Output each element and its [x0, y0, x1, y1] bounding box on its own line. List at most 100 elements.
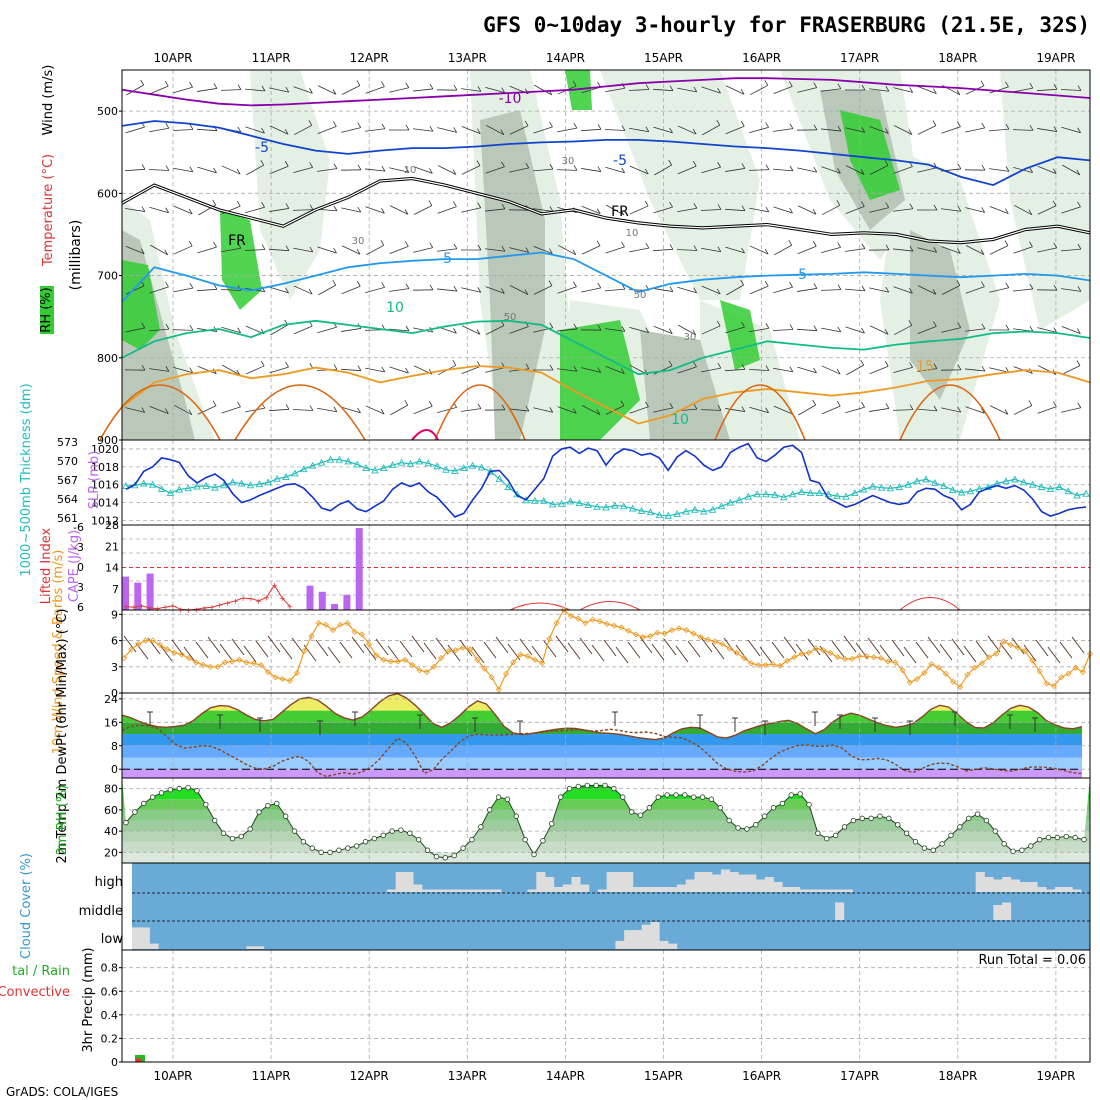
cloud-cell-middle — [1002, 902, 1012, 920]
wind-speed-point — [171, 649, 178, 656]
wind-barb — [293, 325, 313, 335]
isotherm-20 — [234, 384, 366, 441]
temp-band — [122, 745, 1082, 758]
wind-barb — [749, 127, 769, 133]
thickness-point — [637, 507, 646, 514]
rh-point — [673, 792, 679, 798]
rh-shade-light — [250, 70, 330, 300]
thickness-point — [620, 502, 628, 510]
wind-speed-point — [1022, 647, 1029, 655]
wind-speed-point — [986, 654, 993, 661]
wind-barb-flag — [885, 286, 890, 293]
rh-point — [416, 836, 422, 843]
wind-barb-flag — [261, 85, 266, 92]
thickness-tick: 564 — [57, 493, 78, 506]
cloud-cell-low — [668, 943, 678, 949]
slp-tick: 1016 — [91, 479, 119, 492]
wind-speed-point — [611, 622, 618, 629]
rh-point — [149, 794, 156, 800]
wind-barb-flag — [981, 365, 986, 372]
wind-barb — [892, 409, 914, 411]
li-point: + — [162, 603, 169, 612]
wind-barb — [797, 245, 817, 255]
rh-shade-green — [840, 110, 900, 200]
thickness-point — [708, 505, 717, 513]
contour-label: 50 — [634, 290, 647, 301]
wind-barb — [773, 86, 793, 94]
cloud-level-label: high — [95, 875, 123, 890]
thickness-point — [664, 511, 672, 519]
surface-wind-barb — [615, 646, 629, 664]
wind-barb-flag — [309, 88, 313, 94]
rh-point — [1019, 847, 1025, 853]
wind-barb-flag — [213, 284, 218, 290]
rh-point — [185, 784, 191, 791]
thickness-point — [744, 492, 752, 500]
wind-speed-point — [575, 615, 582, 622]
wind-barb — [485, 367, 505, 373]
wind-barb-flag — [477, 244, 482, 251]
wind-barb — [557, 368, 577, 372]
wind-barb-flag — [1077, 201, 1081, 208]
wind-barb — [917, 125, 937, 135]
date-label-top: 10APR — [153, 51, 192, 65]
thickness-point — [451, 467, 459, 474]
wind-barb-flag — [237, 84, 242, 90]
cloud-cell-high — [712, 874, 722, 892]
wind-barb-flag — [429, 83, 434, 90]
wind-barb-flag — [189, 166, 194, 172]
wind-speed-point — [755, 661, 762, 669]
rh-mask — [122, 778, 1090, 858]
wind-barb-flag — [356, 249, 361, 255]
wind-axis-label: Wind (m/s) — [41, 65, 56, 136]
wind-barb — [245, 88, 265, 92]
wind-barb-flag — [981, 164, 986, 171]
surface-wind-barb — [519, 638, 533, 656]
wind-speed-point — [452, 647, 459, 654]
wind-speed-point — [704, 636, 711, 643]
thickness-point — [371, 466, 379, 474]
wind-speed-point — [971, 664, 978, 671]
rh-point — [886, 815, 892, 822]
wind-barb — [389, 167, 409, 173]
wind-barb-flag — [1029, 241, 1033, 247]
wind-barb — [557, 244, 577, 256]
cloud-cell-high — [1002, 877, 1012, 892]
wind-barb — [196, 288, 218, 292]
wind-barb-flag — [717, 362, 722, 369]
wind-barb — [941, 126, 961, 134]
wind-barb-flag — [548, 248, 553, 254]
cloud-cell-middle — [993, 905, 1003, 920]
temp-tick: 0 — [111, 763, 118, 776]
wind-barb — [653, 126, 673, 134]
wind-barb — [293, 167, 313, 173]
wind-barb — [269, 125, 289, 135]
wind-barb — [269, 286, 289, 294]
wind-barb-flag — [380, 408, 385, 415]
cloud-cell-high — [1037, 887, 1047, 892]
wind-barb-flag — [1053, 401, 1057, 407]
thickness-point — [362, 464, 370, 471]
wind-barb — [917, 326, 937, 334]
wind-barb-flag — [285, 404, 290, 410]
cloud-level-label: middle — [79, 904, 123, 919]
wind-barb-flag — [357, 407, 361, 414]
cloud-cell-high — [422, 889, 432, 892]
wind-barb-flag — [1029, 283, 1034, 290]
wind-barb — [965, 286, 985, 294]
cloud-cell-high — [553, 887, 563, 892]
wind-barb — [365, 206, 385, 214]
wind-barb-flag — [573, 408, 577, 414]
rh-point — [380, 832, 386, 839]
surface-wind-barb — [1047, 646, 1061, 664]
wind-speed-point — [308, 633, 315, 640]
wind-speed-point — [531, 656, 538, 663]
cloud-cell-high — [1010, 879, 1020, 892]
wind-speed-point — [344, 620, 351, 627]
wind-barb — [437, 407, 457, 413]
wind-barb — [125, 208, 145, 212]
cloud-cell-low — [615, 940, 625, 949]
contour-label: -10 — [499, 91, 522, 107]
cloud-cell-high — [835, 889, 845, 892]
wind-barb-flag — [765, 365, 770, 371]
